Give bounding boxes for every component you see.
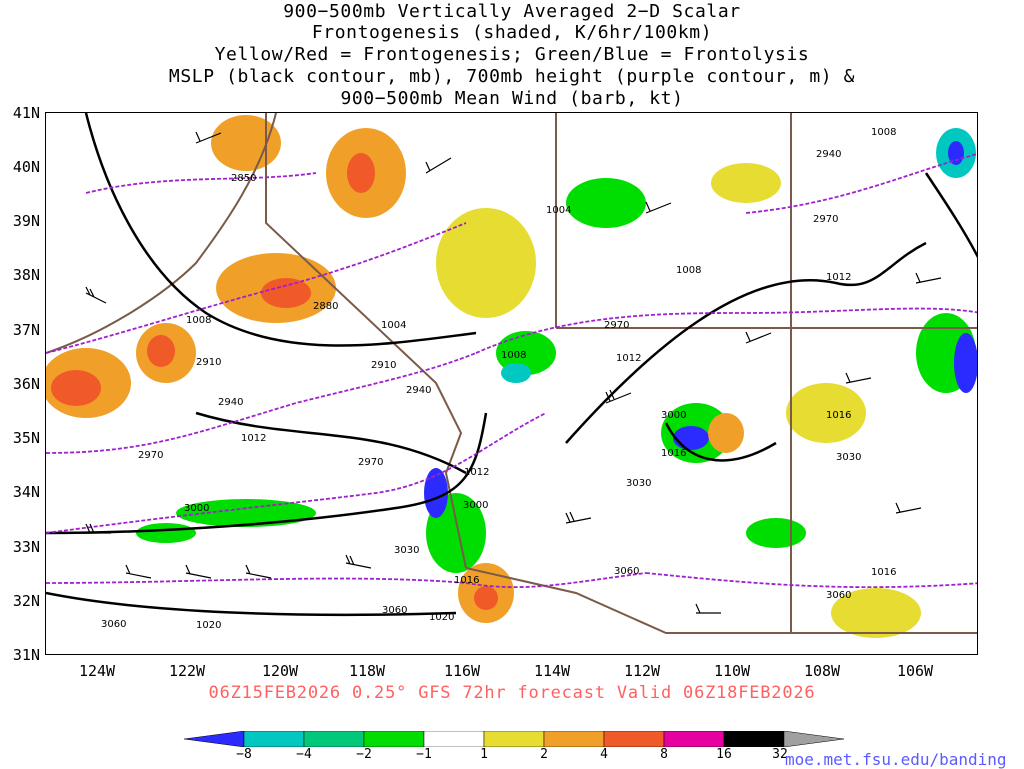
mslp-label: 1016 <box>871 567 896 578</box>
cbar-label: −4 <box>296 747 312 762</box>
height-label: 3000 <box>184 503 209 514</box>
height-label: 2970 <box>604 320 629 331</box>
mslp-label: 1012 <box>241 433 266 444</box>
mslp-label: 1008 <box>186 315 211 326</box>
lat-label-36n: 36N <box>12 375 40 393</box>
lat-label-32n: 32N <box>12 592 40 610</box>
cbar-label: 16 <box>716 747 732 762</box>
lon-label-118w: 118W <box>348 662 386 680</box>
mslp-label: 1004 <box>381 320 406 331</box>
state-borders <box>46 113 977 634</box>
height-label: 3060 <box>101 619 126 630</box>
lat-label-35n: 35N <box>12 429 40 447</box>
lat-label-31n: 31N <box>12 646 40 664</box>
lat-label-33n: 33N <box>12 538 40 556</box>
lon-label-110w: 110W <box>713 662 751 680</box>
mslp-contours <box>46 113 977 617</box>
title-line-4: MSLP (black contour, mb), 700mb height (… <box>168 66 856 87</box>
lon-label-112w: 112W <box>623 662 661 680</box>
mslp-label: 1012 <box>826 272 851 283</box>
height-label: 3060 <box>826 590 851 601</box>
frontogenesis-map: 1008 1004 1004 1008 1008 1012 1012 1012 … <box>45 112 978 655</box>
map-canvas: 1008 1004 1004 1008 1008 1012 1012 1012 … <box>46 113 977 638</box>
title-line-3: Yellow/Red = Frontogenesis; Green/Blue =… <box>214 44 810 65</box>
height-contours <box>46 153 977 589</box>
lon-label-108w: 108W <box>803 662 841 680</box>
height-label: 2970 <box>358 457 383 468</box>
cbar-label: −8 <box>236 747 252 762</box>
cbar-label: −2 <box>356 747 372 762</box>
mslp-label: 1008 <box>676 265 701 276</box>
mslp-label: 1008 <box>501 350 526 361</box>
mslp-label: 1012 <box>464 467 489 478</box>
height-label: 2970 <box>813 214 838 225</box>
title-line-1: 900−500mb Vertically Averaged 2−D Scalar <box>283 1 741 22</box>
cbar-label: 2 <box>540 747 548 762</box>
height-label: 2850 <box>231 173 256 184</box>
cbar-label: 1 <box>480 747 488 762</box>
lon-label-106w: 106W <box>896 662 934 680</box>
height-label: 3000 <box>463 500 488 511</box>
height-label: 3030 <box>626 478 651 489</box>
lon-label-122w: 122W <box>168 662 206 680</box>
cbar-label: 8 <box>660 747 668 762</box>
height-label: 2940 <box>218 397 243 408</box>
mslp-label: 1016 <box>826 410 851 421</box>
height-label: 3030 <box>836 452 861 463</box>
height-label: 2940 <box>816 149 841 160</box>
height-label: 2910 <box>371 360 396 371</box>
mslp-label: 1020 <box>429 612 454 623</box>
mslp-label: 1020 <box>196 620 221 631</box>
mslp-label: 1016 <box>454 575 479 586</box>
lon-label-116w: 116W <box>443 662 481 680</box>
height-label: 2970 <box>138 450 163 461</box>
height-label: 2910 <box>196 357 221 368</box>
title-line-5: 900−500mb Mean Wind (barb, kt) <box>340 88 684 109</box>
valid-time: 06Z15FEB2026 0.25° GFS 72hr forecast Val… <box>208 683 816 703</box>
mslp-label: 1008 <box>871 127 896 138</box>
height-label: 2880 <box>313 301 338 312</box>
title-line-2: Frontogenesis (shaded, K/6hr/100km) <box>311 22 713 43</box>
lon-label-124w: 124W <box>78 662 116 680</box>
mslp-label: 1004 <box>546 205 571 216</box>
lon-label-120w: 120W <box>261 662 299 680</box>
height-label: 3000 <box>661 410 686 421</box>
height-label: 2940 <box>406 385 431 396</box>
wind-barbs <box>85 131 942 614</box>
height-label: 3060 <box>614 566 639 577</box>
cbar-label: −1 <box>416 747 432 762</box>
lat-label-40n: 40N <box>12 158 40 176</box>
cbar-label: 4 <box>600 747 608 762</box>
height-label: 3060 <box>382 605 407 616</box>
lat-label-41n: 41N <box>12 104 40 122</box>
lat-label-39n: 39N <box>12 212 40 230</box>
frontogenesis-shading <box>46 115 977 638</box>
colorbar <box>184 731 844 747</box>
credit-link[interactable]: moe.met.fsu.edu/banding <box>785 750 1007 769</box>
lat-label-37n: 37N <box>12 321 40 339</box>
contour-labels: 1008 1004 1004 1008 1008 1012 1012 1012 … <box>101 127 896 631</box>
lat-label-34n: 34N <box>12 483 40 501</box>
lat-label-38n: 38N <box>12 266 40 284</box>
lon-label-114w: 114W <box>533 662 571 680</box>
mslp-label: 1016 <box>661 448 686 459</box>
height-label: 3030 <box>394 545 419 556</box>
cbar-label: 32 <box>772 747 788 762</box>
mslp-label: 1012 <box>616 353 641 364</box>
